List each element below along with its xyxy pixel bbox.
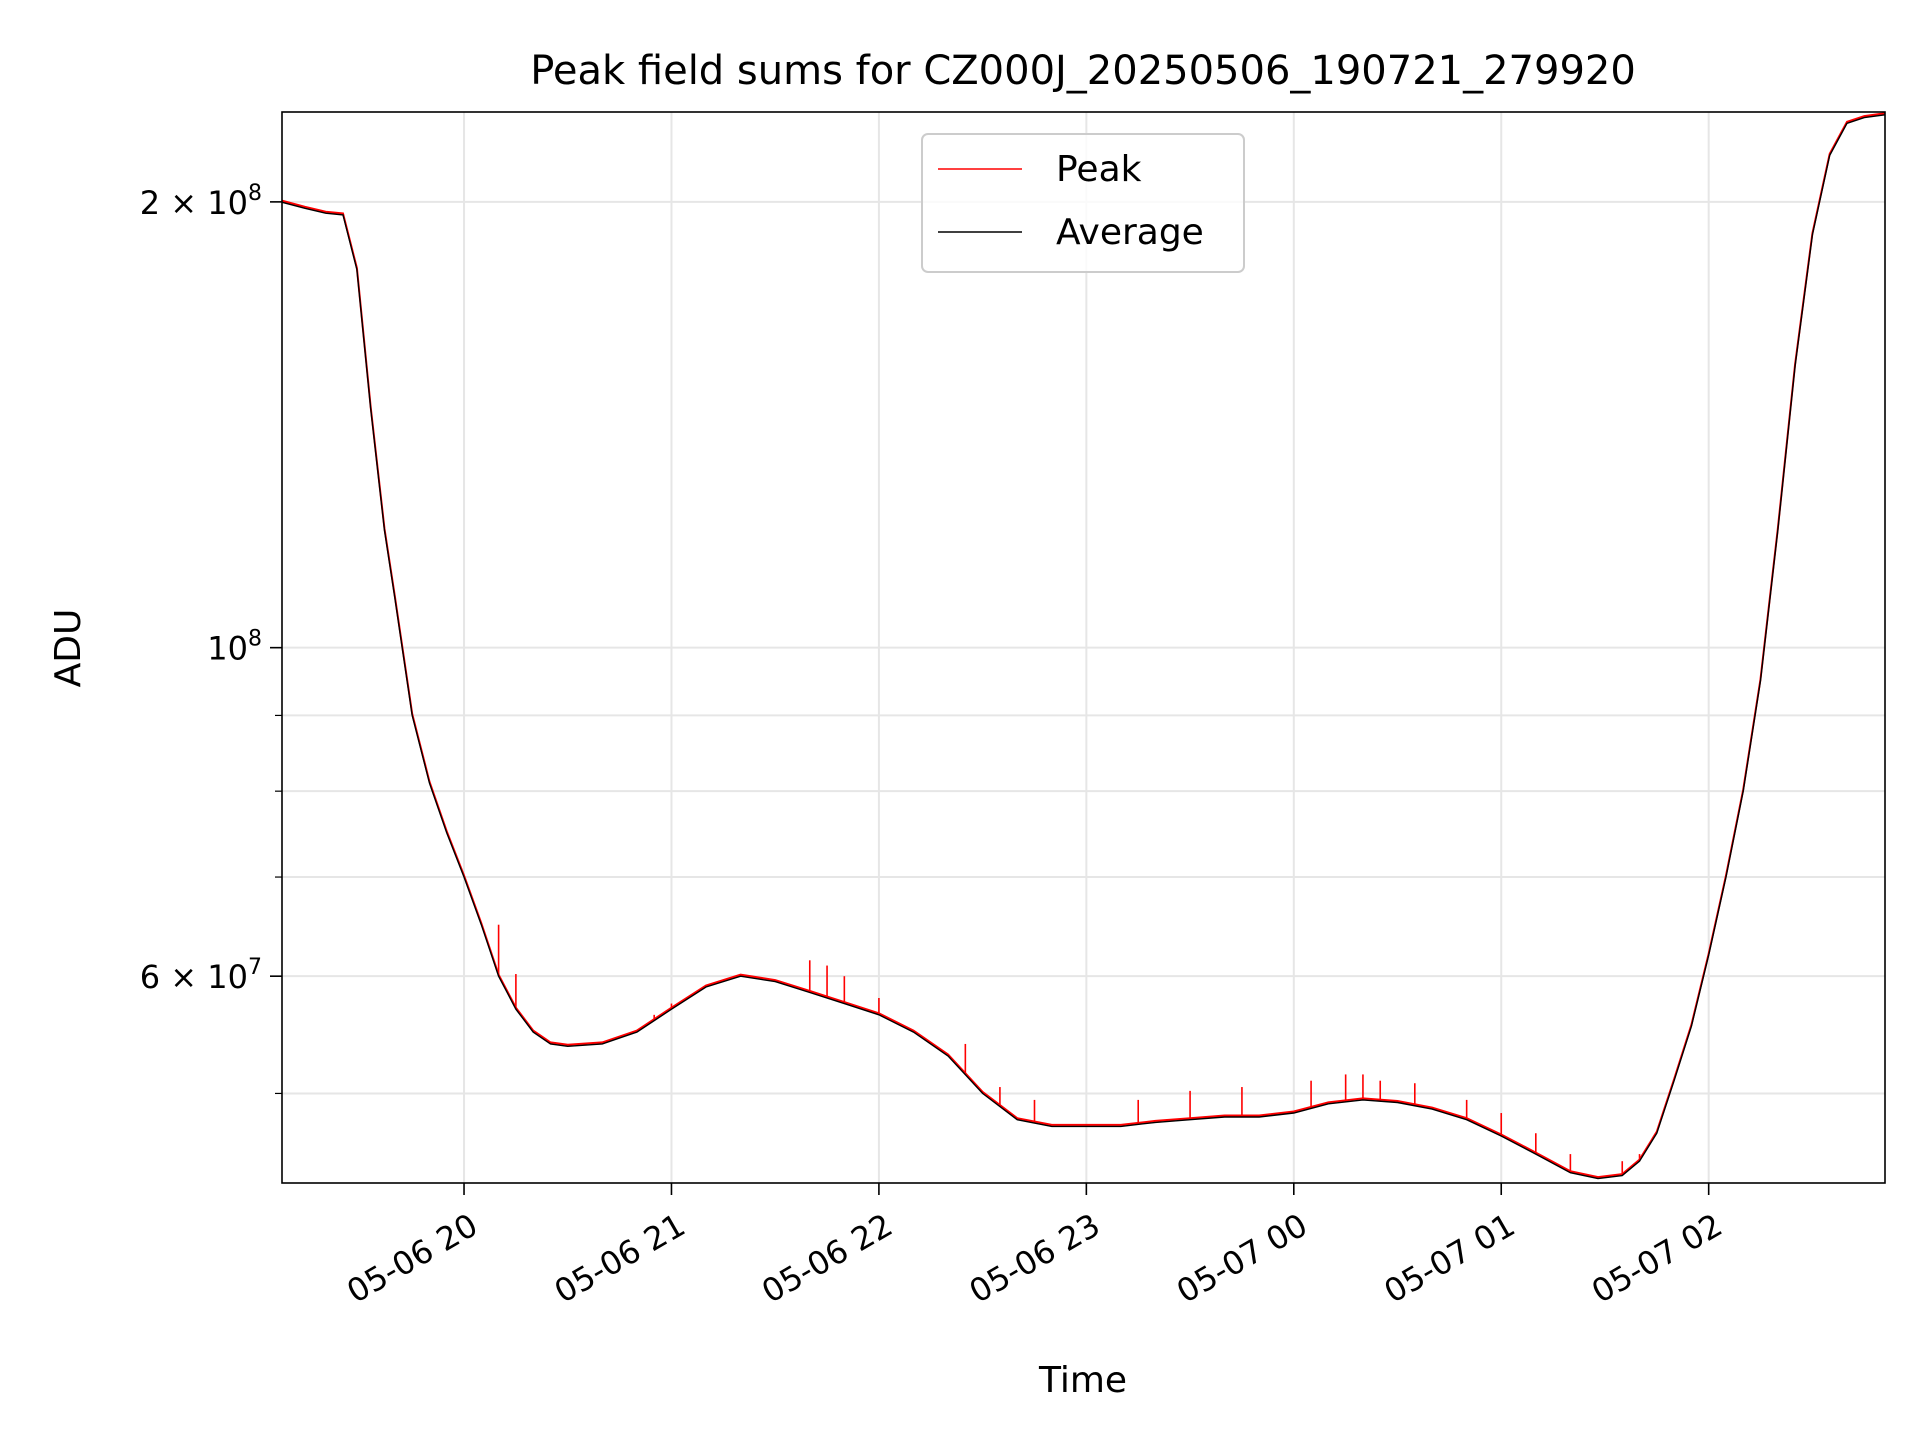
legend-average-label: Average (1056, 212, 1204, 253)
legend: Peak Average (921, 133, 1245, 273)
y-tick-label-1: 108 (207, 627, 262, 668)
y-axis: 2 × 108 108 6 × 107 (140, 181, 282, 1095)
x-axis-label: Time (1038, 1360, 1127, 1401)
series-average-line (282, 114, 1885, 1180)
series-group (282, 112, 1885, 1180)
y-axis-label: ADU (48, 609, 89, 688)
y-tick-label-2: 6 × 107 (140, 955, 262, 996)
y-tick-label-0: 2 × 108 (140, 181, 262, 222)
legend-peak-label: Peak (1056, 149, 1142, 190)
chart-title: Peak field sums for CZ000J_20250506_1907… (530, 48, 1636, 94)
